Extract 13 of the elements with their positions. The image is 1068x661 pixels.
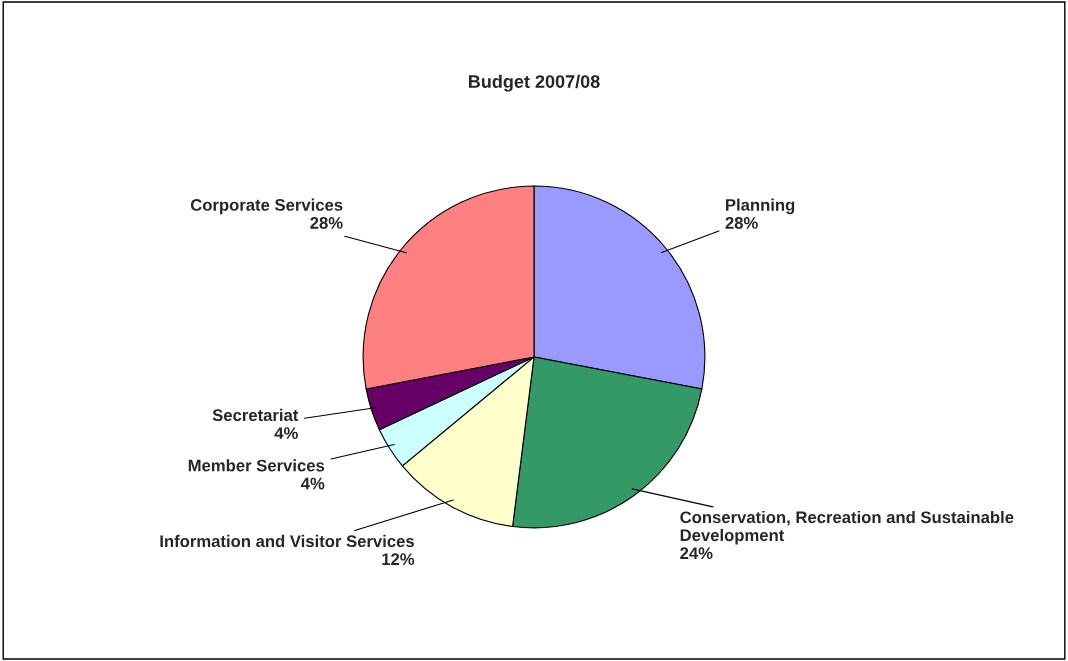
data-label: 28%	[725, 217, 758, 229]
slice-label: Information and Visitor Services	[160, 534, 414, 548]
slice-label: Planning	[726, 198, 795, 215]
slice-label: Secretariat	[212, 408, 299, 422]
data-label: 4%	[300, 477, 325, 490]
slice-label: Member Services	[188, 459, 325, 472]
slice-label: Conservation, Recreation and Sustainable Development	[680, 510, 1014, 545]
data-label: 24%	[680, 547, 713, 560]
slice-label: Corporate Services	[190, 198, 343, 215]
data-label: 28%	[310, 216, 343, 229]
chart-title: Budget 2007/08	[468, 74, 600, 92]
data-label: 12%	[382, 553, 415, 566]
data-label: 4%	[274, 427, 298, 439]
